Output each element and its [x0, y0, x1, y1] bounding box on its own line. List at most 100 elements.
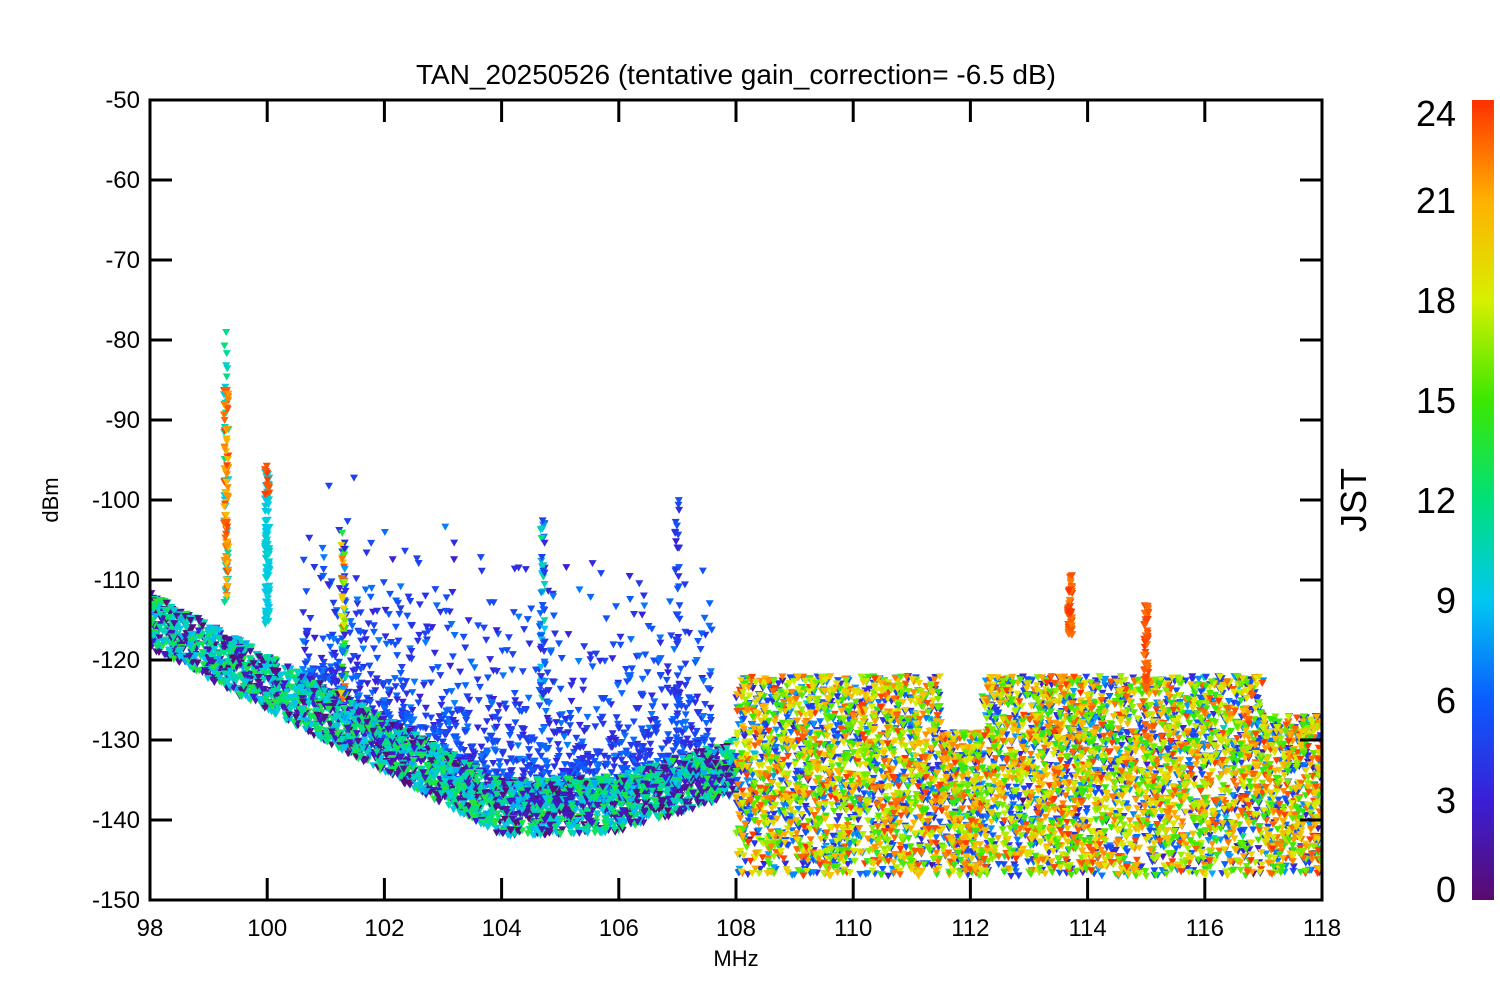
data-point — [582, 785, 591, 793]
data-point — [557, 655, 566, 663]
data-point — [626, 672, 635, 680]
data-point — [471, 764, 480, 772]
data-point — [564, 631, 573, 639]
data-point — [540, 724, 549, 732]
data-point — [306, 614, 315, 622]
data-point — [402, 714, 411, 722]
data-point — [641, 651, 650, 659]
data-point — [538, 602, 547, 610]
data-point — [448, 588, 457, 596]
data-point — [414, 559, 423, 567]
data-point — [492, 627, 501, 635]
data-point — [428, 624, 437, 632]
data-point — [326, 643, 335, 651]
data-point — [623, 678, 632, 686]
data-point — [525, 825, 534, 833]
data-point — [514, 613, 523, 621]
data-point — [482, 636, 491, 644]
data-point — [246, 648, 255, 656]
data-point — [549, 612, 558, 620]
data-point — [541, 803, 550, 811]
data-point — [687, 725, 696, 733]
data-point — [544, 770, 553, 778]
data-point — [702, 745, 711, 753]
data-point — [457, 707, 466, 715]
data-point — [369, 628, 378, 636]
data-point — [437, 701, 446, 709]
data-point — [435, 722, 444, 730]
data-point — [664, 669, 673, 677]
data-point — [545, 737, 554, 745]
data-point — [645, 724, 654, 732]
data-point — [638, 692, 647, 700]
data-point — [583, 713, 592, 721]
data-point — [329, 599, 338, 607]
data-point — [480, 789, 489, 797]
data-point — [656, 752, 665, 760]
data-point — [404, 593, 413, 601]
data-point — [684, 694, 693, 702]
data-point — [648, 703, 657, 711]
data-point — [617, 739, 626, 747]
data-point — [448, 710, 457, 718]
data-point — [407, 751, 416, 759]
data-point — [545, 807, 554, 815]
data-point — [552, 817, 561, 825]
data-point — [525, 746, 534, 754]
data-point — [474, 622, 483, 630]
data-point — [333, 638, 342, 646]
data-point — [391, 641, 400, 649]
data-point — [647, 692, 656, 700]
data-point — [652, 762, 661, 770]
data-point — [404, 727, 413, 735]
data-point — [576, 776, 585, 784]
data-point — [442, 689, 451, 697]
data-point — [508, 792, 517, 800]
data-point — [477, 753, 486, 761]
data-point — [530, 801, 539, 809]
data-point — [703, 727, 712, 735]
data-point — [490, 746, 499, 754]
data-point — [624, 724, 633, 732]
data-point — [678, 754, 687, 762]
data-point — [692, 727, 701, 735]
data-point — [596, 657, 605, 665]
data-point — [489, 599, 498, 607]
data-point — [514, 742, 523, 750]
data-point — [484, 704, 493, 712]
data-point — [355, 685, 364, 693]
data-point — [548, 678, 557, 686]
data-point — [366, 698, 375, 706]
data-point — [664, 800, 673, 808]
data-point — [706, 716, 715, 724]
data-point — [627, 665, 636, 673]
data-point — [461, 682, 470, 690]
data-point — [434, 664, 443, 672]
data-point — [527, 767, 536, 775]
data-point — [702, 719, 711, 727]
data-point — [575, 586, 584, 594]
data-point — [609, 641, 618, 649]
data-point — [483, 823, 492, 831]
data-point — [398, 684, 407, 692]
data-point — [357, 637, 366, 645]
data-point — [403, 710, 412, 718]
data-point — [371, 687, 380, 695]
data-point — [539, 742, 548, 750]
data-point — [522, 735, 531, 743]
data-point — [356, 629, 365, 637]
data-point — [566, 715, 575, 723]
data-point — [554, 640, 563, 648]
data-point — [569, 830, 578, 838]
data-point — [485, 769, 494, 777]
data-point — [683, 735, 692, 743]
data-point — [626, 636, 635, 644]
data-point — [590, 829, 599, 837]
data-point — [343, 732, 352, 740]
data-point — [566, 710, 575, 718]
data-point — [550, 630, 559, 638]
data-point — [550, 763, 559, 771]
data-point — [464, 617, 473, 625]
data-point — [448, 653, 457, 661]
data-point — [647, 625, 656, 633]
